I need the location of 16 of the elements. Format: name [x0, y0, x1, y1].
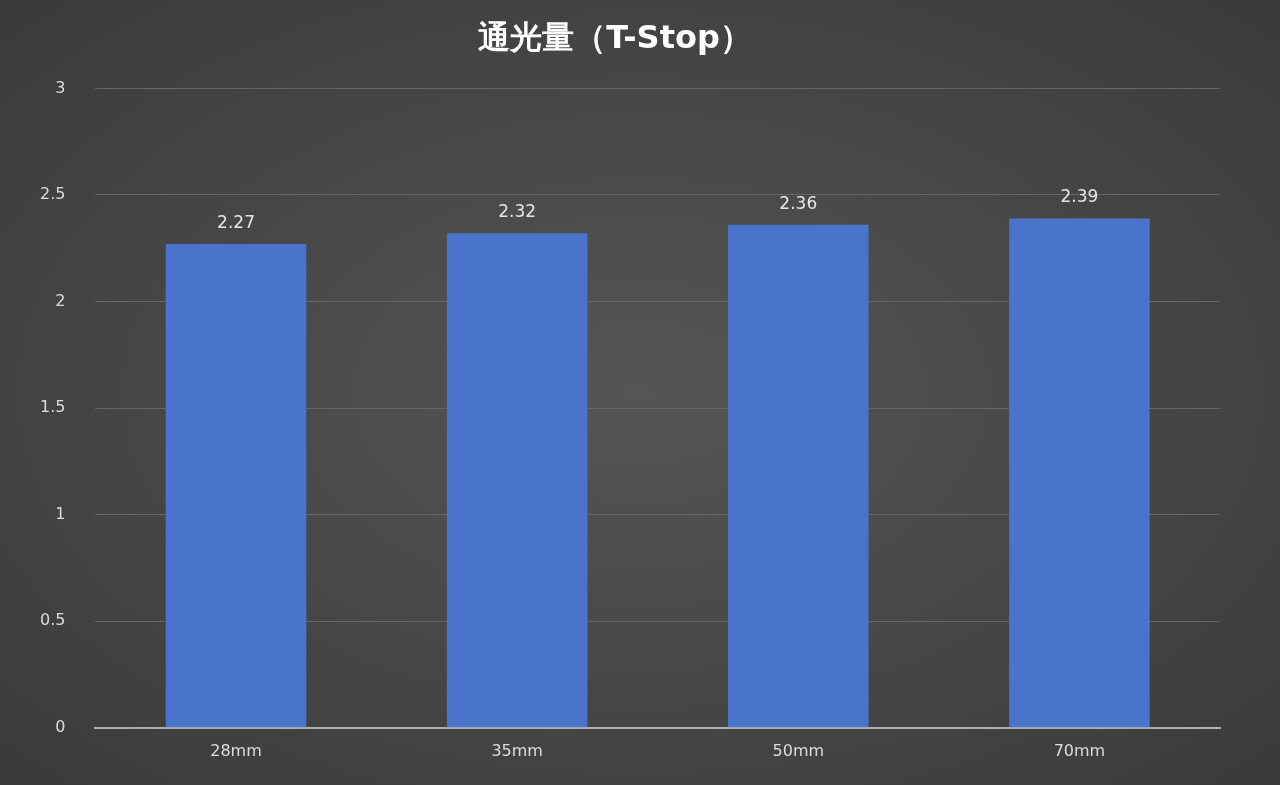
x-tick-label: 50mm: [772, 740, 825, 760]
chart-title: 通光量（T-Stop）: [478, 17, 752, 56]
data-label: 2.39: [1060, 186, 1099, 207]
y-tick-label: 1.5: [39, 397, 66, 417]
x-tick-label: 35mm: [491, 740, 543, 760]
data-label: 2.27: [217, 211, 255, 232]
y-tick-label: 2.5: [39, 184, 66, 204]
x-tick-label: 28mm: [210, 740, 262, 760]
y-tick-label: 0: [55, 716, 66, 736]
x-tick-label: 70mm: [1053, 740, 1106, 760]
data-label: 2.36: [779, 192, 818, 213]
y-tick-label: 1: [55, 503, 66, 523]
y-tick-label: 0.5: [39, 610, 66, 630]
data-label: 2.32: [498, 201, 537, 222]
y-tick-label: 2: [55, 290, 66, 310]
y-tick-label: 3: [55, 77, 66, 97]
